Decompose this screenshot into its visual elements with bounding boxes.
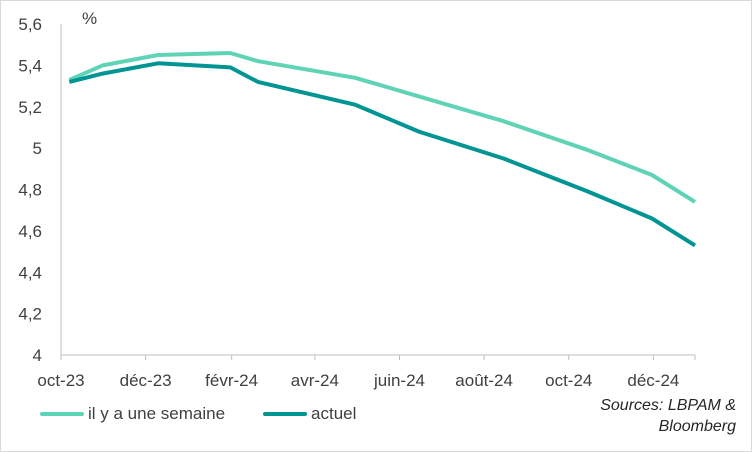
x-tick-label: juin-24 bbox=[373, 371, 425, 390]
y-tick-label: 4,4 bbox=[18, 263, 42, 282]
y-unit-label: % bbox=[82, 9, 97, 28]
axes bbox=[60, 24, 696, 360]
series-lines bbox=[68, 51, 697, 248]
y-tick-label: 5,2 bbox=[18, 98, 42, 117]
x-tick-label: avr-24 bbox=[291, 371, 339, 390]
y-tick-label: 4,8 bbox=[18, 181, 42, 200]
legend-label: il y a une semaine bbox=[88, 404, 226, 423]
sources-note: Sources: LBPAM & Bloomberg bbox=[600, 395, 736, 437]
y-tick-label: 4 bbox=[33, 346, 42, 365]
legend-item-previous-week: il y a une semaine bbox=[40, 404, 225, 424]
x-tick-label: oct-23 bbox=[37, 371, 84, 390]
x-tick-label: févr-24 bbox=[205, 371, 258, 390]
sources-line-2: Bloomberg bbox=[658, 418, 736, 435]
legend-swatch bbox=[40, 412, 84, 416]
y-tick-label: 4,2 bbox=[18, 305, 42, 324]
legend-item-current: actuel bbox=[263, 404, 356, 424]
sources-line-1: Sources: LBPAM & bbox=[600, 397, 736, 414]
y-tick-label: 5,4 bbox=[18, 56, 42, 75]
x-tick-label: déc-23 bbox=[120, 371, 172, 390]
legend-swatch bbox=[263, 412, 308, 416]
tick-labels: 4 4,2 4,4 4,6 4,8 5 5,2 5,4 5,6 % oct-23 déc-23 févr… bbox=[18, 9, 679, 390]
y-tick-label: 5,6 bbox=[18, 15, 42, 34]
x-tick-label: août-24 bbox=[455, 371, 513, 390]
legend: il y a une semaine actuel bbox=[40, 404, 394, 424]
x-tick-label: déc-24 bbox=[627, 371, 679, 390]
legend-label: actuel bbox=[311, 404, 357, 423]
x-tick-label: oct-24 bbox=[545, 371, 592, 390]
y-tick-label: 4,6 bbox=[18, 222, 42, 241]
series-line-1 bbox=[68, 61, 697, 248]
series-line-0 bbox=[68, 51, 697, 204]
y-tick-label: 5 bbox=[33, 139, 42, 158]
